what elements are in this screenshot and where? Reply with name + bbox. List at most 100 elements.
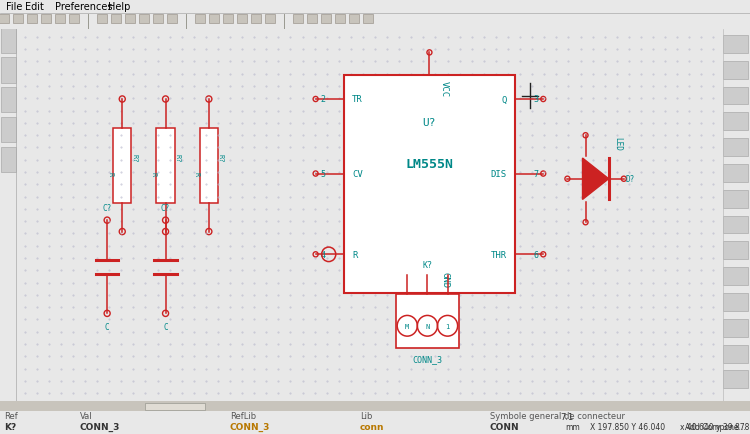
Bar: [167, 15, 177, 24]
Bar: [335, 15, 345, 24]
Bar: [157, 129, 175, 203]
Text: M: M: [405, 323, 410, 329]
Bar: [1, 88, 16, 113]
Bar: [723, 216, 748, 234]
Text: 7.1: 7.1: [560, 411, 573, 421]
Bar: [723, 242, 748, 260]
Bar: [1, 58, 16, 83]
Bar: [349, 15, 359, 24]
Text: Add Compone...: Add Compone...: [686, 422, 746, 431]
Text: Edit: Edit: [25, 1, 44, 11]
Text: X 197.850 Y 46.040: X 197.850 Y 46.040: [590, 422, 665, 431]
Text: R: R: [107, 172, 113, 176]
Text: LED: LED: [614, 137, 622, 151]
Bar: [41, 15, 51, 24]
Text: 7: 7: [533, 170, 538, 179]
Text: Symbole general de connecteur: Symbole general de connecteur: [490, 411, 625, 420]
Text: N: N: [425, 323, 430, 329]
Bar: [723, 36, 748, 54]
Text: R?: R?: [131, 153, 137, 162]
Bar: [396, 294, 459, 348]
Bar: [69, 15, 79, 24]
Bar: [111, 15, 121, 24]
Bar: [723, 139, 748, 157]
Bar: [723, 371, 748, 388]
Text: Q: Q: [502, 95, 507, 104]
Bar: [97, 15, 107, 24]
Bar: [153, 15, 163, 24]
Text: CONN_3: CONN_3: [80, 422, 120, 431]
Text: C: C: [105, 322, 110, 331]
Bar: [723, 113, 748, 131]
Bar: [723, 319, 748, 337]
Bar: [145, 403, 205, 410]
Bar: [13, 15, 23, 24]
Text: C?: C?: [161, 204, 170, 212]
Bar: [723, 191, 748, 208]
Polygon shape: [583, 159, 609, 200]
Bar: [1, 118, 16, 143]
Text: 2: 2: [321, 95, 326, 104]
Bar: [723, 87, 748, 105]
Text: CONN_3: CONN_3: [413, 354, 442, 363]
Text: R: R: [352, 250, 357, 259]
Text: DIS: DIS: [490, 170, 507, 179]
Bar: [265, 15, 275, 24]
Bar: [363, 15, 373, 24]
Bar: [209, 15, 219, 24]
Text: U?: U?: [423, 118, 436, 128]
Text: CONN: CONN: [490, 422, 520, 431]
Bar: [237, 15, 247, 24]
Text: C?: C?: [103, 204, 112, 212]
Text: Help: Help: [108, 1, 130, 11]
Bar: [293, 15, 303, 24]
Text: K?: K?: [422, 260, 433, 269]
Text: 4: 4: [321, 250, 326, 259]
Bar: [344, 76, 515, 293]
Bar: [0, 401, 750, 411]
Bar: [125, 15, 135, 24]
Text: 1: 1: [446, 323, 450, 329]
Text: D?: D?: [626, 175, 635, 184]
Bar: [723, 164, 748, 182]
Bar: [723, 268, 748, 286]
Text: R?: R?: [175, 153, 181, 162]
Text: LM555N: LM555N: [406, 158, 454, 170]
Bar: [200, 129, 218, 203]
Text: conn: conn: [360, 422, 385, 431]
Text: File: File: [6, 1, 22, 11]
Text: 5: 5: [321, 170, 326, 179]
Bar: [195, 15, 205, 24]
Text: R: R: [151, 172, 157, 176]
Text: VCC: VCC: [440, 81, 449, 97]
Text: Val: Val: [80, 411, 93, 420]
Text: 6: 6: [533, 250, 538, 259]
Bar: [723, 293, 748, 311]
Text: K?: K?: [4, 422, 16, 431]
Text: CV: CV: [352, 170, 363, 179]
Bar: [251, 15, 261, 24]
Bar: [223, 15, 233, 24]
Text: Ref: Ref: [4, 411, 18, 420]
Bar: [113, 129, 131, 203]
Text: R?: R?: [218, 153, 224, 162]
Bar: [321, 15, 331, 24]
Bar: [1, 148, 16, 173]
Text: R: R: [194, 172, 200, 176]
Bar: [27, 15, 37, 24]
Text: GND: GND: [440, 272, 449, 288]
Bar: [55, 15, 65, 24]
Text: x 40.640 y 39.878: x 40.640 y 39.878: [680, 422, 749, 431]
Text: C: C: [164, 322, 168, 331]
Text: Preferences: Preferences: [55, 1, 112, 11]
Bar: [1, 28, 16, 54]
Text: mm: mm: [565, 422, 580, 431]
Text: THR: THR: [490, 250, 507, 259]
Bar: [723, 345, 748, 363]
Bar: [139, 15, 149, 24]
Bar: [307, 15, 317, 24]
Bar: [723, 62, 748, 79]
Bar: [0, 15, 9, 24]
Text: 3: 3: [533, 95, 538, 104]
Text: TR: TR: [352, 95, 363, 104]
